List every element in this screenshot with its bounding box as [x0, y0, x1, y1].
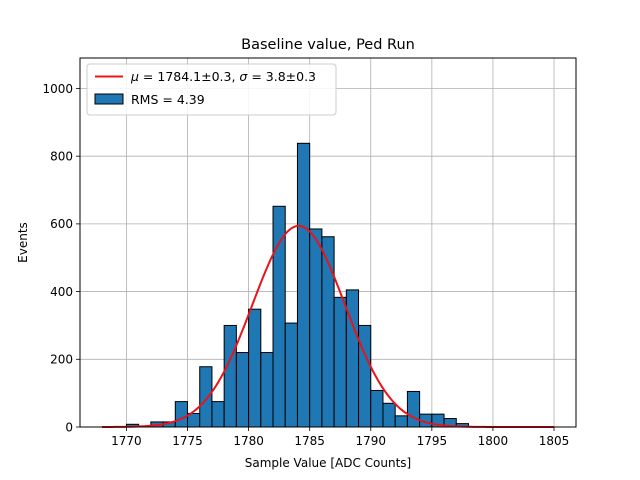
histogram-bar [309, 228, 323, 428]
histogram-bar [272, 205, 286, 428]
histogram-bar [394, 415, 408, 428]
x-tick-label: 1775 [172, 434, 203, 448]
histogram-bar [174, 401, 189, 428]
x-axis-ticks: 1770 1775 1780 1785 1790 1795 1800 1805 [111, 427, 569, 448]
histogram-bar [260, 352, 274, 428]
chart-title: Baseline value, Ped Run [241, 37, 415, 53]
legend-histogram-label: RMS = 4.39 [131, 92, 205, 107]
histogram-bar [370, 389, 384, 428]
histogram-bar [199, 366, 213, 428]
y-tick-label: 0 [65, 420, 73, 434]
y-tick-label: 400 [50, 285, 73, 299]
x-tick-label: 1780 [233, 434, 264, 448]
legend-fit-label: μ = 1784.1±0.3, σ = 3.8±0.3 [130, 69, 316, 84]
histogram-bars [125, 142, 469, 428]
x-tick-label: 1800 [478, 434, 509, 448]
histogram-bar [333, 296, 347, 428]
y-tick-label: 800 [50, 149, 73, 163]
histogram-bar [296, 142, 311, 428]
histogram-bar [321, 236, 335, 428]
legend: μ = 1784.1±0.3, σ = 3.8±0.3 RMS = 4.39 [86, 63, 337, 116]
legend-box [86, 63, 337, 116]
histogram-bar [284, 322, 298, 428]
histogram-bar [248, 308, 262, 428]
x-tick-label: 1805 [539, 434, 570, 448]
x-tick-label: 1790 [355, 434, 386, 448]
y-axis-label: Events [16, 222, 30, 263]
histogram-bar [358, 324, 372, 428]
histogram-bar [223, 324, 237, 428]
y-tick-label: 600 [50, 217, 73, 231]
x-axis-label: Sample Value [ADC Counts] [245, 456, 411, 470]
histogram-bar [382, 402, 396, 428]
histogram-bar [235, 352, 250, 428]
plot-frame [79, 57, 577, 428]
x-tick-label: 1770 [111, 434, 142, 448]
x-tick-label: 1795 [417, 434, 448, 448]
y-tick-label: 1000 [42, 82, 73, 96]
histogram-bar [211, 401, 225, 428]
y-tick-label: 200 [50, 353, 73, 367]
legend-histogram-swatch [94, 93, 124, 105]
x-tick-label: 1785 [294, 434, 325, 448]
y-axis-ticks: 0 200 400 600 800 1000 [42, 82, 80, 434]
histogram-bar [406, 390, 421, 428]
